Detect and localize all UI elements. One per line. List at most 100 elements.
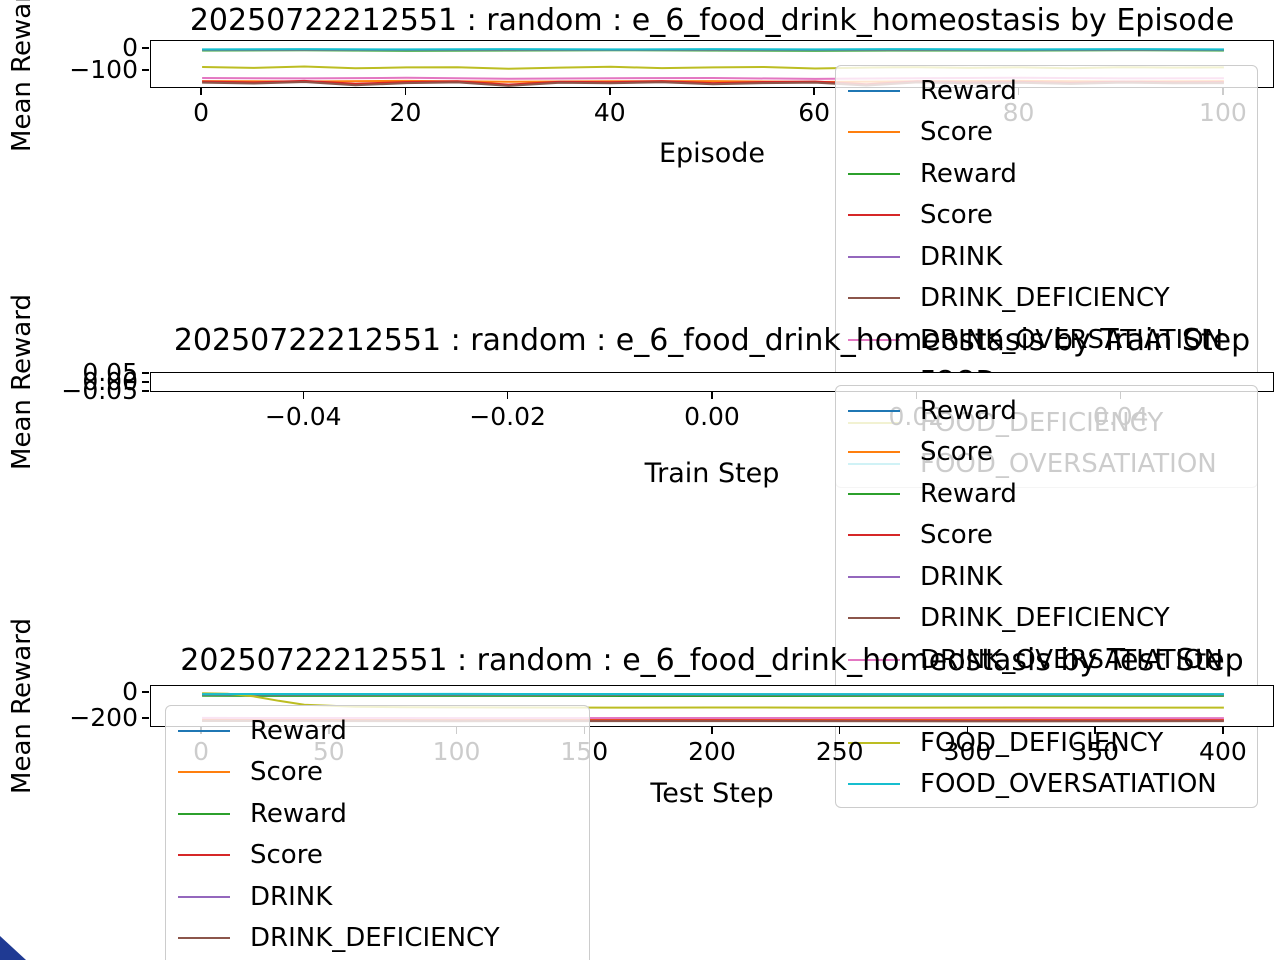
chart-3-xtick-label-250: 250	[815, 737, 864, 766]
legend-entry-drink: DRINK	[836, 236, 1257, 278]
legend-entry-drink-deficiency: DRINK_DEFICIENCY	[836, 278, 1257, 320]
reward-line-sample-icon	[178, 812, 230, 815]
legend-entry-drink-deficiency: DRINK_DEFICIENCY	[836, 598, 1257, 640]
legend-entry-score: Score	[166, 752, 589, 794]
chart-3-ytick-label--200: −200	[69, 703, 138, 733]
chart-2-xtick-label--0-04: −0.04	[264, 402, 342, 431]
reward-line-sample-icon	[178, 729, 230, 732]
chart-3-title: 20250722212551 : random : e_6_food_drink…	[180, 643, 1244, 678]
score-line-sample-icon	[848, 131, 900, 134]
legend-entry-reward: Reward	[836, 473, 1257, 515]
drink-line-sample-icon	[848, 255, 900, 258]
chart-1-xtick-mark-60	[813, 88, 815, 95]
chart-3-ytick-label-0: 0	[122, 677, 138, 707]
legend-entry-reward: Reward	[836, 153, 1257, 195]
legend-entry-drink-oversatiation: DRINK_OVERSATIATION	[836, 639, 1257, 681]
chart-3-xtick-mark-400	[1222, 727, 1224, 734]
legend-entry-food-deficiency: FOOD_DEFICIENCY	[836, 722, 1257, 764]
chart-2-ytick-mark-0-05	[142, 372, 149, 374]
chart-1-ytick-label-0: 0	[122, 32, 138, 62]
score-line-sample-icon	[848, 534, 900, 537]
legend-entry-score: Score	[836, 112, 1257, 154]
chart-2-xtick-label-0-00: 0.00	[684, 402, 740, 431]
legend-label: DRINK	[250, 881, 333, 912]
score-line-sample-icon	[178, 854, 230, 857]
drink-deficiency-line-sample-icon	[848, 297, 900, 300]
chart-2-ytick-label-0-05: 0.05	[82, 357, 138, 387]
legend-label: Reward	[920, 75, 1017, 106]
chart-1-xtick-label-40: 40	[593, 98, 626, 127]
chart-3-xtick-label-350: 350	[1071, 737, 1120, 766]
chart-2-legend: Reward Score Reward Score DRINK DRINK_DEFICIE…	[835, 385, 1258, 808]
legend-label: Score	[920, 200, 993, 231]
reward-line-sample-icon	[848, 409, 900, 412]
chart-1-xtick-mark-20	[404, 88, 407, 95]
legend-entry-food-oversatiation: FOOD_OVERSATIATION	[836, 764, 1257, 806]
legend-entry-reward: Reward	[166, 793, 589, 835]
legend-entry-drink-oversatiation: DRINK_OVERSATIATION	[836, 319, 1257, 361]
score-line-sample-icon	[848, 451, 900, 454]
chart-2-xtick-mark-0-00	[711, 392, 713, 399]
legend-entry-score: Score	[836, 515, 1257, 557]
chart-2-ytick-label-0-00: 0.00	[82, 367, 138, 396]
chart-1-ytick-mark-0	[142, 47, 149, 49]
legend-entry-reward: Reward	[836, 70, 1257, 112]
chart-1-xtick-mark-40	[609, 88, 611, 95]
chart-3-xlabel: Test Step	[650, 778, 774, 809]
chart-3-xtick-label-400: 400	[1199, 737, 1247, 766]
chart-3-xtick-label-300: 300	[943, 737, 992, 766]
legend-label: DRINK	[920, 561, 1003, 592]
chart-1-xlabel: Episode	[658, 138, 766, 169]
drink-line-sample-icon	[848, 575, 900, 578]
legend-label: DRINK_DEFICIENCY	[920, 603, 1170, 634]
legend-entry-drink-deficiency: DRINK_DEFICIENCY	[166, 918, 589, 960]
legend-label: Reward	[250, 715, 347, 746]
legend-label: DRINK_DEFICIENCY	[250, 923, 500, 954]
chart-1-ytick-label--100: −100	[69, 54, 138, 84]
chart-1-xtick-label-0: 0	[193, 98, 210, 127]
legend-label: FOOD_DEFICIENCY	[920, 727, 1164, 758]
screen-corner-artifact	[0, 936, 26, 960]
chart-3-xtick-label-200: 200	[688, 737, 736, 766]
chart-2-ytick-mark--0-05	[142, 390, 149, 392]
food-deficiency-line-sample-icon	[848, 741, 900, 744]
drink-deficiency-line-sample-icon	[178, 937, 230, 940]
food-oversatiation-line-sample-icon	[848, 783, 900, 786]
legend-label: DRINK_OVERSATIATION	[920, 324, 1224, 355]
reward-line-sample-icon	[848, 172, 900, 175]
legend-label: Score	[920, 520, 993, 551]
legend-entry-score: Score	[836, 432, 1257, 474]
legend-label: Reward	[920, 395, 1017, 426]
drink-line-sample-icon	[178, 895, 230, 898]
drink-oversatiation-line-sample-icon	[848, 338, 900, 341]
reward-line-sample-icon	[848, 89, 900, 92]
legend-entry-score: Score	[166, 835, 589, 877]
chart-2-ytick-mark-0-00	[142, 381, 149, 383]
legend-label: FOOD_OVERSATIATION	[920, 769, 1217, 800]
legend-entry-drink: DRINK	[166, 876, 589, 918]
score-line-sample-icon	[178, 771, 230, 774]
legend-entry-score: Score	[836, 195, 1257, 237]
chart-1-xtick-mark-0	[200, 88, 202, 95]
chart-3-xtick-mark-350	[1094, 727, 1096, 734]
score-line-sample-icon	[848, 214, 900, 217]
chart-3-ytick-mark-0	[142, 691, 149, 693]
chart-3-xtick-mark-200	[711, 727, 713, 734]
legend-entry-drink: DRINK	[836, 556, 1257, 598]
chart-3-xtick-mark-250	[838, 727, 841, 734]
chart-2-xtick-label--0-02: −0.02	[469, 402, 546, 431]
chart-3-xtick-mark-300	[966, 727, 969, 734]
chart-2-xtick-mark--0-02	[506, 392, 509, 399]
chart-2-title: 20250722212551 : random : e_6_food_drink…	[173, 323, 1251, 358]
legend-entry-reward: Reward	[836, 390, 1257, 432]
chart-1-title: 20250722212551 : random : e_6_food_drink…	[189, 3, 1235, 38]
chart-3-legend: Reward Score Reward Score DRINK DRINK_DEFICIE…	[165, 705, 590, 960]
chart-2-ytick-label--0-05: −0.05	[61, 376, 138, 406]
reward-line-sample-icon	[848, 492, 900, 495]
drink-oversatiation-line-sample-icon	[848, 658, 900, 661]
legend-label: DRINK_OVERSATIATION	[920, 644, 1224, 675]
legend-label: Reward	[250, 798, 347, 829]
chart-2-xtick-mark--0-04	[302, 392, 305, 399]
chart-1-ytick-mark--100	[142, 69, 149, 71]
